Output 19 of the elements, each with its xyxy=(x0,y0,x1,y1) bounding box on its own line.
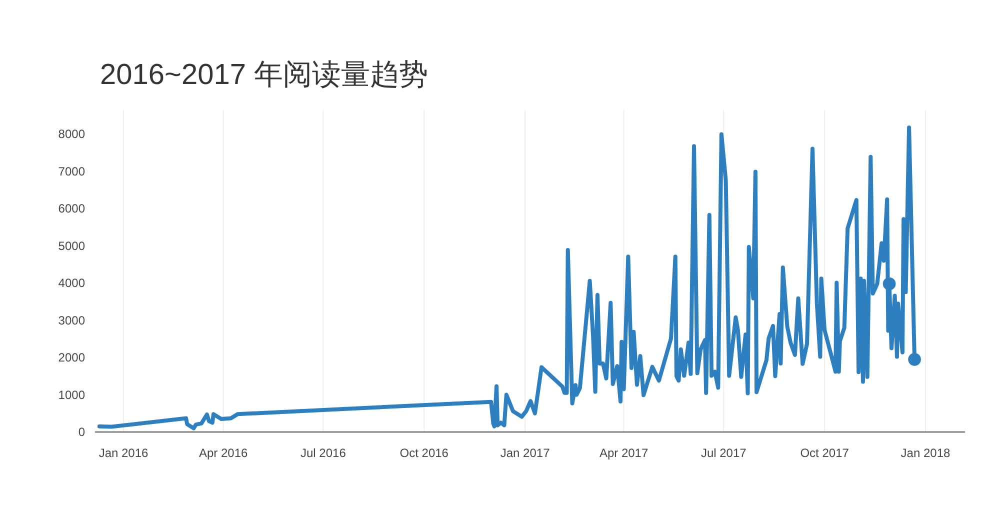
y-tick-label: 1000 xyxy=(58,388,86,402)
y-tick-label: 0 xyxy=(78,425,86,439)
y-tick-label: 4000 xyxy=(58,276,86,290)
x-tick-label: Jan 2017 xyxy=(500,446,550,460)
chart-title: 2016~2017 年阅读量趋势 xyxy=(100,59,428,91)
y-tick-label: 6000 xyxy=(58,202,86,216)
y-tick-label: 3000 xyxy=(58,313,86,328)
x-tick-label: Oct 2017 xyxy=(800,446,850,460)
x-tick-label: Jul 2016 xyxy=(300,446,346,460)
x-tick-label: Jan 2016 xyxy=(98,446,149,460)
x-tick-label: Apr 2016 xyxy=(199,446,248,460)
y-tick-label: 2000 xyxy=(58,350,86,365)
y-tick-label: 8000 xyxy=(58,127,86,142)
x-tick-label: Jan 2018 xyxy=(900,446,951,460)
y-tick-label: 7000 xyxy=(58,164,86,178)
x-tick-label: Jul 2017 xyxy=(700,446,747,460)
y-tick-label: 5000 xyxy=(58,238,86,253)
x-tick-label: Apr 2017 xyxy=(599,446,648,460)
x-tick-label: Oct 2016 xyxy=(400,446,449,460)
